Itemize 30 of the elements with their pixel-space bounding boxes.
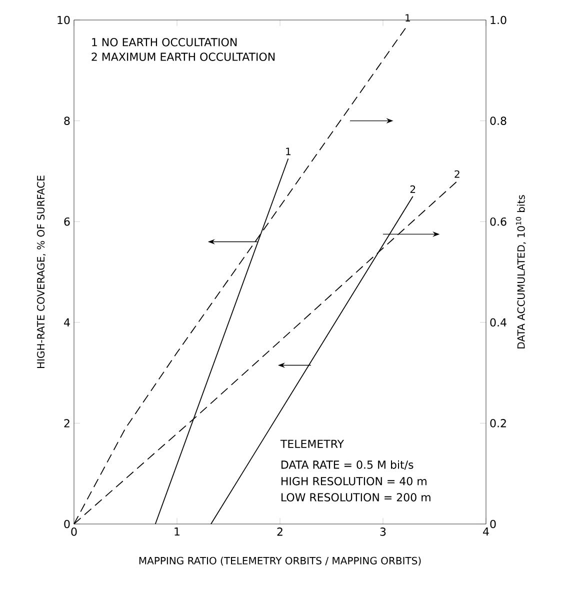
series-label: 1 xyxy=(286,148,290,156)
x-tick-label: 3 xyxy=(380,528,386,536)
y-tick-label: 2 xyxy=(64,419,70,428)
y-tick-label: 0 xyxy=(64,520,70,528)
y2-tick-label: 0.2 xyxy=(490,419,506,428)
annotation: TELEMETRY xyxy=(280,440,344,448)
x-axis-title: MAPPING RATIO (TELEMETRY ORBITS / MAPPING ORBITS) xyxy=(139,556,421,566)
series-label: 1 xyxy=(406,14,410,22)
y2-tick-label: 1.0 xyxy=(490,16,506,24)
series-label: 2 xyxy=(454,170,460,178)
y2-tick-label: 0 xyxy=(490,520,496,528)
x-tick-label: 1 xyxy=(174,528,180,536)
y-tick-label: 10 xyxy=(58,16,70,24)
annotation: 2 MAXIMUM EARTH OCCULTATION xyxy=(92,52,275,61)
y2-axis-title: DATA ACCUMULATED, 10$^{10}$ bits xyxy=(516,195,526,348)
series-label: 2 xyxy=(410,185,416,193)
y2-tick-label: 0.4 xyxy=(490,318,506,327)
y-tick-label: 4 xyxy=(64,318,70,326)
y2-tick-label: 0.8 xyxy=(490,116,506,125)
y-axis-title: HIGH-RATE COVERAGE, % OF SURFACE xyxy=(37,176,46,368)
x-tick-label: 4 xyxy=(483,528,489,536)
x-tick-label: 0 xyxy=(71,528,77,536)
y2-tick-label: 0.6 xyxy=(490,217,506,226)
annotation: LOW RESOLUTION = 200 m xyxy=(282,493,430,502)
y-tick-label: 8 xyxy=(64,116,70,125)
annotation: DATA RATE = 0.5 M bit/s xyxy=(282,460,414,470)
x-tick-label: 2 xyxy=(277,528,282,536)
annotation: HIGH RESOLUTION = 40 m xyxy=(282,477,426,486)
annotation: 1 NO EARTH OCCULTATION xyxy=(92,38,237,46)
y-tick-label: 6 xyxy=(64,217,70,226)
